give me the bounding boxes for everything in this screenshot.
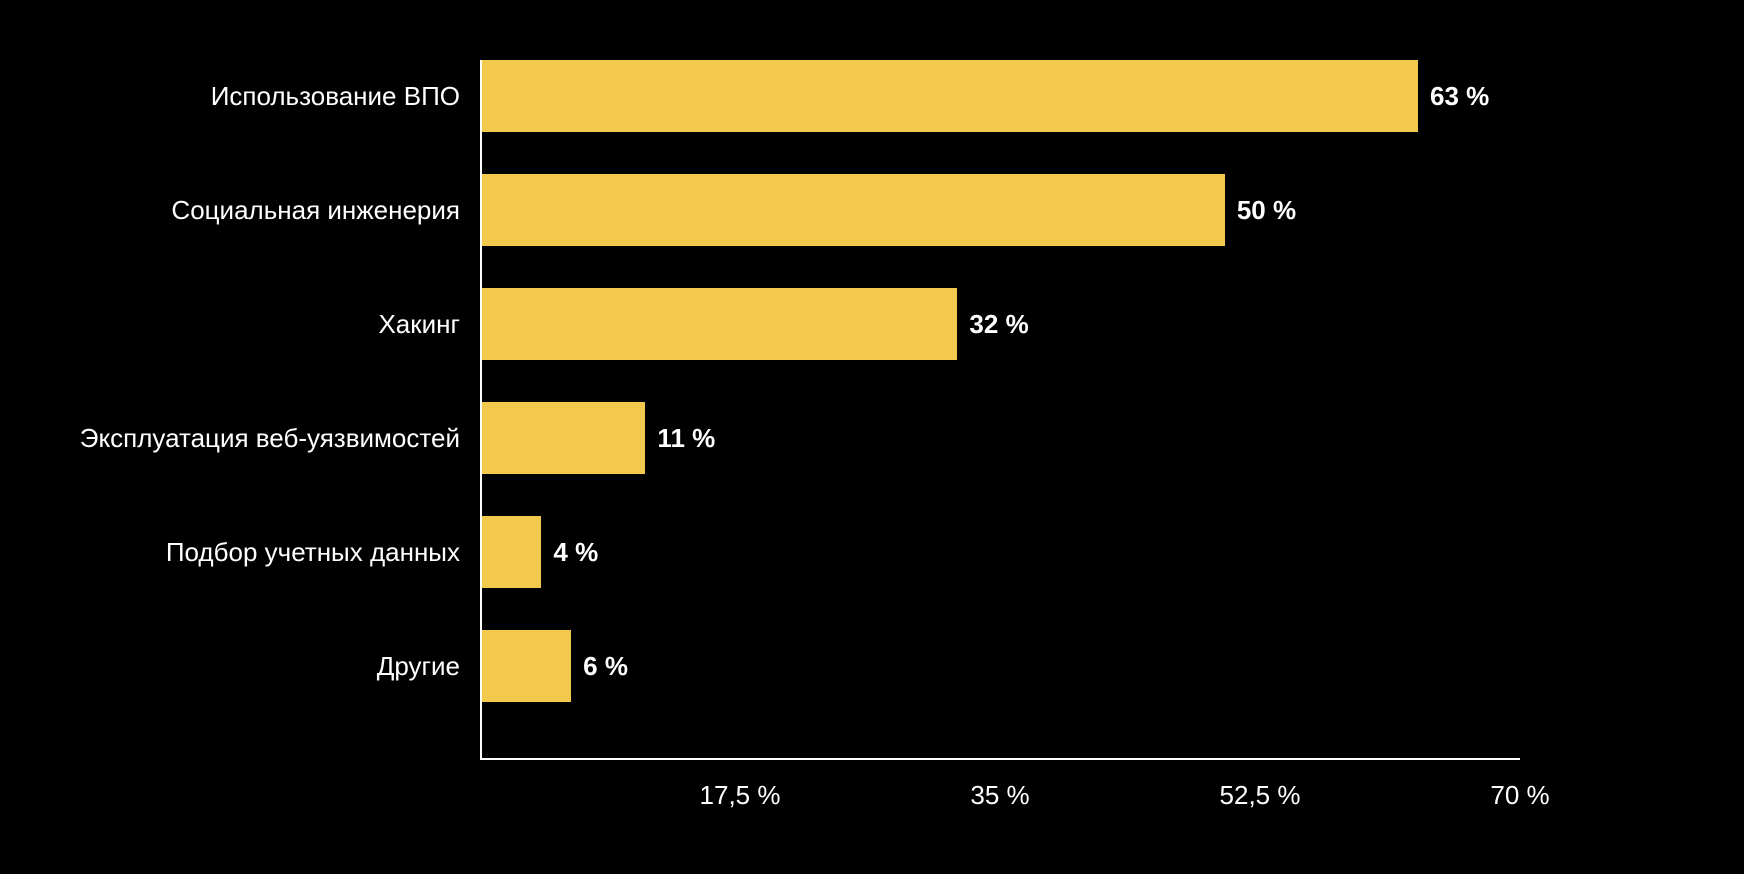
x-tick-label: 52,5 % (1220, 780, 1301, 811)
bar (482, 60, 1418, 132)
category-label: Подбор учетных данных (20, 516, 460, 588)
x-tick-label: 35 % (970, 780, 1029, 811)
bar-row: 50 % (482, 174, 1296, 246)
bar-row: 11 % (482, 402, 715, 474)
bar-value-label: 11 % (657, 423, 715, 454)
bar (482, 288, 957, 360)
category-label: Использование ВПО (20, 60, 460, 132)
bar (482, 174, 1225, 246)
bar-value-label: 32 % (969, 309, 1028, 340)
category-label: Другие (20, 630, 460, 702)
bar-value-label: 63 % (1430, 81, 1489, 112)
bar-value-label: 4 % (553, 537, 598, 568)
bar (482, 516, 541, 588)
plot-area: 63 % 50 % 32 % 11 % 4 % 6 % (480, 60, 1520, 760)
bar (482, 630, 571, 702)
bar-chart: 63 % 50 % 32 % 11 % 4 % 6 % Использование ВПО… (0, 0, 1744, 874)
bar-value-label: 6 % (583, 651, 628, 682)
bar-value-label: 50 % (1237, 195, 1296, 226)
category-label: Эксплуатация веб-уязвимостей (20, 402, 460, 474)
x-axis (480, 758, 1520, 760)
x-tick-label: 70 % (1490, 780, 1549, 811)
bar-row: 6 % (482, 630, 628, 702)
category-label: Хакинг (20, 288, 460, 360)
bar-row: 32 % (482, 288, 1029, 360)
bar-row: 4 % (482, 516, 598, 588)
bar (482, 402, 645, 474)
category-label: Социальная инженерия (20, 174, 460, 246)
bar-row: 63 % (482, 60, 1489, 132)
x-tick-label: 17,5 % (700, 780, 781, 811)
